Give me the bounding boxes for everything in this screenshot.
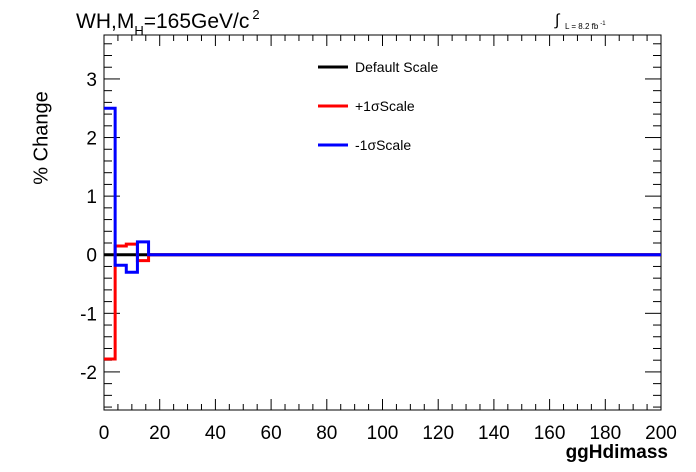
x-tick-label: 60 xyxy=(261,423,282,444)
series-line-1-scale xyxy=(104,106,661,274)
x-tick-label: 20 xyxy=(149,423,170,444)
y-tick-label: 0 xyxy=(86,246,97,267)
plot-frame xyxy=(103,34,662,411)
legend-label: +1σScale xyxy=(355,98,415,114)
x-tick-label: 120 xyxy=(422,423,454,444)
x-tick-label: 100 xyxy=(367,423,399,444)
y-axis-label: % Change xyxy=(30,91,53,185)
y-tick-label: 2 xyxy=(86,129,97,150)
x-tick-label: 0 xyxy=(99,423,110,444)
x-tick-label: 180 xyxy=(589,423,621,444)
y-tick-label: -2 xyxy=(80,363,97,384)
legend-label: Default Scale xyxy=(355,59,438,75)
y-tick-label: 3 xyxy=(86,70,97,91)
x-tick-label: 80 xyxy=(316,423,337,444)
y-tick-label: -1 xyxy=(80,304,97,325)
x-tick-label: 140 xyxy=(478,423,510,444)
x-axis-label: ggHdimass xyxy=(565,442,668,463)
integral-symbol: ∫ xyxy=(555,12,560,29)
x-tick-label: 160 xyxy=(534,423,566,444)
series-line-1-scale xyxy=(104,242,661,361)
chart-title: WH,MH=165GeV/c 2 xyxy=(76,7,260,38)
x-tick-label: 40 xyxy=(205,423,226,444)
y-tick-label: 1 xyxy=(86,187,97,208)
x-tick-label: 200 xyxy=(645,423,677,444)
legend-label: -1σScale xyxy=(355,137,411,153)
